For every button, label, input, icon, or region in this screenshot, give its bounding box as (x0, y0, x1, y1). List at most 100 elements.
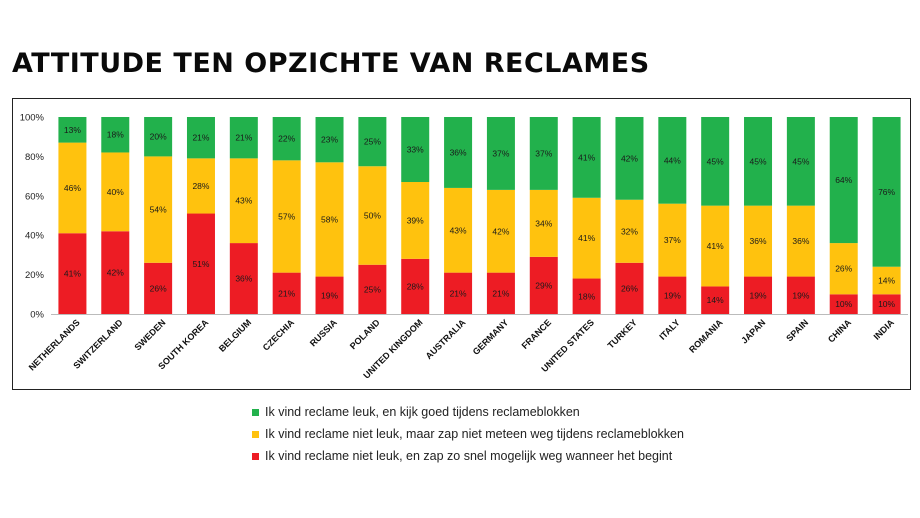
bar-segment (58, 233, 87, 314)
data-label: 19% (750, 290, 767, 300)
data-label: 40% (107, 187, 124, 197)
bar-segment (572, 197, 601, 279)
bar-segment (272, 160, 301, 273)
data-label: 18% (107, 130, 124, 140)
bar-segment (358, 117, 387, 167)
y-tick-label: 100% (20, 113, 45, 124)
data-label: 41% (64, 269, 81, 279)
bar-segment (444, 272, 473, 314)
x-tick-label: INDIA (872, 317, 897, 342)
data-label: 21% (192, 133, 209, 143)
y-tick-label: 20% (25, 270, 45, 281)
x-tick-label: BELGIUM (217, 317, 253, 353)
data-label: 36% (792, 236, 809, 246)
bar-segment (615, 262, 644, 314)
data-label: 21% (278, 288, 295, 298)
data-label: 21% (492, 288, 509, 298)
data-label: 43% (235, 196, 252, 206)
x-tick-label: JAPAN (739, 317, 767, 345)
bar-segment (486, 117, 515, 190)
bar-segment (872, 266, 901, 295)
bar-segment (144, 262, 173, 314)
data-label: 42% (107, 268, 124, 278)
data-label: 36% (450, 147, 467, 157)
legend-swatch (252, 452, 259, 460)
bar-segment (529, 117, 558, 190)
x-tick-label: CZECHIA (261, 317, 297, 353)
bar-segment (315, 162, 344, 277)
data-label: 26% (150, 283, 167, 293)
bar-segment (744, 205, 773, 277)
data-label: 76% (878, 187, 895, 197)
y-tick-label: 40% (25, 231, 45, 242)
legend-swatch (252, 408, 259, 416)
bar-segment (401, 258, 430, 314)
data-label: 39% (407, 215, 424, 225)
chart-title: ATTITUDE TEN OPZICHTE VAN RECLAMES (12, 48, 650, 79)
x-tick-label: GERMANY (471, 317, 511, 357)
data-label: 45% (707, 156, 724, 166)
data-label: 34% (535, 218, 552, 228)
data-label: 21% (450, 288, 467, 298)
bar-segment (401, 117, 430, 183)
x-tick-label: FRANCE (520, 317, 554, 351)
bar-segment (272, 272, 301, 314)
bar-segment (872, 294, 901, 314)
data-label: 29% (535, 280, 552, 290)
data-label: 13% (64, 125, 81, 135)
bar-segment (58, 142, 87, 234)
bar-segment (101, 117, 130, 153)
bar-segment (786, 276, 815, 314)
bar-segment (572, 278, 601, 314)
x-tick-label: POLAND (348, 317, 382, 351)
bar-segment (829, 117, 858, 244)
data-label: 41% (578, 233, 595, 243)
data-label: 18% (578, 291, 595, 301)
legend-item: Ik vind reclame niet leuk, en zap zo sne… (252, 445, 684, 467)
bar-segment (358, 166, 387, 265)
legend-label: Ik vind reclame niet leuk, en zap zo sne… (265, 449, 673, 463)
bar-segment (529, 189, 558, 257)
data-label: 54% (150, 205, 167, 215)
data-label: 32% (621, 226, 638, 236)
bar-segment (315, 276, 344, 314)
data-label: 14% (878, 276, 895, 286)
data-label: 36% (235, 274, 252, 284)
bar-segment (315, 117, 344, 163)
data-label: 57% (278, 211, 295, 221)
bar-segment (872, 117, 901, 267)
bar-segment (186, 117, 215, 159)
bar-segment (144, 117, 173, 157)
data-label: 26% (835, 264, 852, 274)
data-label: 45% (750, 156, 767, 166)
bar-segment (444, 117, 473, 188)
data-label: 37% (664, 235, 681, 245)
legend: Ik vind reclame leuk, en kijk goed tijde… (252, 401, 684, 467)
bar-segment (229, 158, 258, 244)
bar-segment (658, 203, 687, 277)
bar-segment (401, 182, 430, 259)
data-label: 26% (621, 283, 638, 293)
bar-segment (229, 117, 258, 159)
data-label: 64% (835, 175, 852, 185)
data-label: 23% (321, 135, 338, 145)
legend-label: Ik vind reclame niet leuk, maar zap niet… (265, 427, 684, 441)
data-label: 21% (235, 133, 252, 143)
data-label: 51% (192, 259, 209, 269)
bar-segment (658, 117, 687, 204)
chart-frame: 0% 20% 40% 60% 80% 100% 41% 46% 13% NETHERLANDS 42… (12, 98, 911, 390)
bar-segment (744, 276, 773, 314)
bar-segment (786, 205, 815, 277)
data-label: 25% (364, 137, 381, 147)
bar-segment (229, 243, 258, 314)
bar-segment (829, 294, 858, 314)
bar-segment (58, 117, 87, 143)
y-tick-label: 60% (25, 191, 45, 202)
bar-segment (658, 276, 687, 314)
data-label: 46% (64, 183, 81, 193)
x-tick-label: SWEDEN (133, 317, 168, 352)
data-label: 19% (792, 290, 809, 300)
data-label: 19% (664, 290, 681, 300)
data-label: 20% (150, 132, 167, 142)
bar-segment (701, 286, 730, 314)
